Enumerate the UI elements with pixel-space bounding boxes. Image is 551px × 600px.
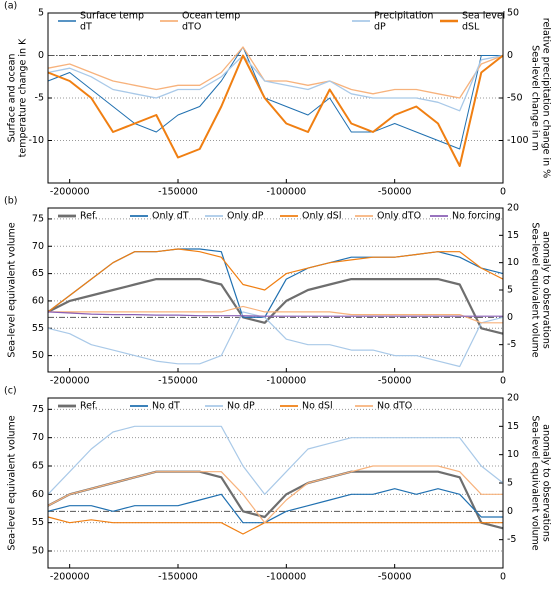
legend-label: dP <box>374 22 386 33</box>
legend-label: No dSl <box>302 401 333 412</box>
y-tick-label: 50 <box>32 350 44 361</box>
series-line <box>47 311 504 368</box>
y2-tick-label: 50 <box>507 8 519 19</box>
x-tick-label: -50000 <box>378 572 412 583</box>
series-line <box>47 425 504 495</box>
y2-axis-label: Sea-level change in m <box>530 45 541 151</box>
y-tick-label: 65 <box>32 268 44 279</box>
x-tick-label: -200000 <box>50 572 90 583</box>
x-tick-label: 0 <box>500 572 506 583</box>
y2-tick-label: -50 <box>507 93 523 104</box>
y2-tick-label: -5 <box>507 534 516 545</box>
legend-label: dSL <box>462 22 480 33</box>
x-tick-label: -200000 <box>50 187 90 198</box>
series-line <box>47 278 504 335</box>
plot-frame <box>47 12 504 184</box>
y2-axis-label: anomaly to observations <box>541 231 551 349</box>
x-tick-label: -100000 <box>266 376 306 387</box>
y2-tick-label: -100 <box>507 135 529 146</box>
panel-label: (c) <box>4 386 17 397</box>
x-tick-label: -100000 <box>266 187 306 198</box>
series-line <box>47 311 503 317</box>
y-tick-label: 5 <box>38 8 44 19</box>
x-tick-label: -100000 <box>266 572 306 583</box>
y-tick-label: 70 <box>32 241 44 252</box>
legend-label: No forcing <box>452 211 501 222</box>
legend-label: Surface temp <box>80 11 144 22</box>
y2-tick-label: 20 <box>507 393 519 404</box>
y-axis-label: temperature change in K <box>18 38 29 157</box>
y-tick-label: 70 <box>32 432 44 443</box>
y2-tick-label: 0 <box>507 50 513 61</box>
y-tick-label: -10 <box>28 135 44 146</box>
series-line <box>47 465 503 524</box>
panel-label: (b) <box>4 196 17 207</box>
legend-label: No dT <box>152 401 180 412</box>
y2-tick-label: 5 <box>507 478 513 489</box>
x-tick-label: -200000 <box>50 376 90 387</box>
legend-label: Ocean temp <box>182 11 240 22</box>
series-line <box>47 488 503 524</box>
plot-frame <box>47 397 504 569</box>
y2-tick-label: 10 <box>507 257 519 268</box>
x-tick-label: -150000 <box>158 376 198 387</box>
y-tick-label: -5 <box>35 93 44 104</box>
legend-label: Only dP <box>227 211 264 222</box>
plot-frame <box>47 207 504 373</box>
y-tick-label: 55 <box>32 323 44 334</box>
series-line <box>47 248 504 313</box>
legend-label: Only dTO <box>377 211 421 222</box>
series-line <box>48 305 503 324</box>
y2-tick-label: 20 <box>507 203 519 214</box>
y2-axis-label: relative precipitation change in % <box>541 18 551 178</box>
series-line <box>47 248 504 318</box>
series-line <box>47 46 504 99</box>
legend-label: No dP <box>227 401 255 412</box>
legend-label: Ref. <box>80 401 98 412</box>
series-line <box>47 54 504 167</box>
panel-label: (a) <box>4 1 17 12</box>
y-tick-label: 60 <box>32 295 44 306</box>
x-tick-label: 0 <box>500 376 506 387</box>
series-line <box>47 516 503 535</box>
x-tick-label: 0 <box>500 187 506 198</box>
series-line <box>47 46 503 150</box>
legend-label: No dTO <box>377 401 412 412</box>
legend-label: Only dSl <box>302 211 341 222</box>
y-tick-label: 55 <box>32 517 44 528</box>
y-tick-label: 75 <box>32 404 44 415</box>
y2-tick-label: 15 <box>507 230 519 241</box>
y-axis-label: Sea-level equivalent volume <box>7 222 18 357</box>
y2-tick-label: -5 <box>507 339 516 350</box>
x-tick-label: -50000 <box>378 187 412 198</box>
y-tick-label: 60 <box>32 489 44 500</box>
legend-label: dT <box>80 22 92 33</box>
legend-label: Sea level <box>462 11 505 22</box>
y2-axis-label: Sea-level equivalent volume <box>530 415 541 550</box>
legend-label: dTO <box>182 22 201 33</box>
y-axis-label: Sea-level equivalent volume <box>7 415 18 550</box>
y2-tick-label: 0 <box>507 312 513 323</box>
x-tick-label: -50000 <box>378 376 412 387</box>
series-line <box>47 54 504 112</box>
y-tick-label: 50 <box>32 546 44 557</box>
series-line <box>47 470 504 530</box>
y2-tick-label: 15 <box>507 421 519 432</box>
legend-label: Precipitation <box>374 11 433 22</box>
y2-tick-label: 10 <box>507 449 519 460</box>
y-tick-label: 75 <box>32 213 44 224</box>
y2-tick-label: 5 <box>507 285 513 296</box>
x-tick-label: -150000 <box>158 572 198 583</box>
y-tick-label: 65 <box>32 461 44 472</box>
y-axis-label: Surface and ocean <box>7 54 18 143</box>
y-tick-label: 0 <box>38 50 44 61</box>
y2-axis-label: anomaly to observations <box>541 424 551 542</box>
y2-axis-label: Sea-level equivalent volume <box>530 222 541 357</box>
x-tick-label: -150000 <box>158 187 198 198</box>
legend-label: Ref. <box>80 211 98 222</box>
y2-tick-label: 0 <box>507 506 513 517</box>
legend-label: Only dT <box>152 211 189 222</box>
